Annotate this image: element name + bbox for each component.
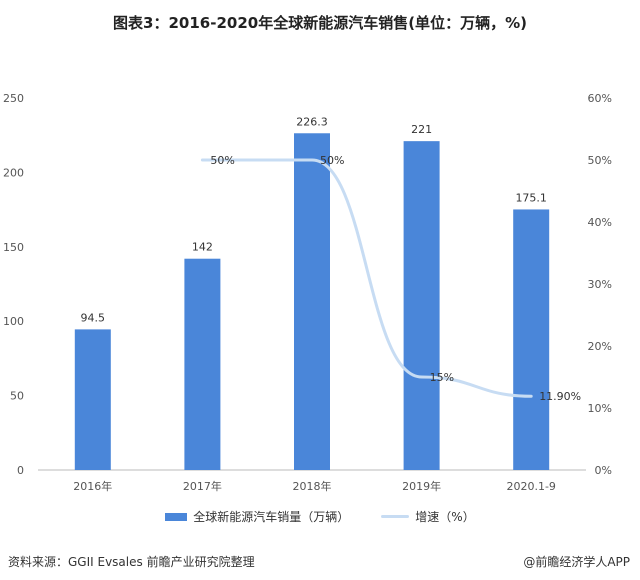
bar-value-label: 221 xyxy=(411,123,432,136)
bar xyxy=(74,329,111,470)
bar xyxy=(294,133,330,470)
growth-line-series xyxy=(200,158,533,398)
legend-label-growth: 增速（%） xyxy=(415,510,475,524)
left-axis-tick-label: 150 xyxy=(3,241,24,254)
growth-value-label: 50% xyxy=(210,154,234,167)
bar-series xyxy=(74,133,550,471)
left-axis-tick-label: 250 xyxy=(3,92,24,105)
bar xyxy=(184,258,221,470)
chart-legend: 全球新能源汽车销量（万辆） 增速（%） xyxy=(0,508,640,525)
right-axis-ticks: 0% 10% 20% 30% 40% 50% 60% xyxy=(588,92,612,477)
right-axis-tick-label: 10% xyxy=(588,402,612,415)
bar-value-label: 94.5 xyxy=(81,311,106,324)
left-axis-ticks: 0 50 100 150 200 250 xyxy=(3,92,24,477)
left-axis-tick-label: 200 xyxy=(3,166,24,179)
x-axis-ticks: 2016年 2017年 2018年 2019年 2020.1-9 xyxy=(73,479,556,493)
x-axis-tick-label: 2016年 xyxy=(73,479,112,493)
x-axis-tick-label: 2020.1-9 xyxy=(506,480,555,493)
right-axis-tick-label: 30% xyxy=(588,278,612,291)
legend-swatch-bar xyxy=(165,512,188,521)
bar-value-labels: 94.5 142 226.3 221 175.1 xyxy=(81,115,547,324)
source-note: 资料来源：GGII Evsales 前瞻产业研究院整理 xyxy=(8,555,255,569)
right-axis-tick-label: 60% xyxy=(588,92,612,105)
bar-value-label: 142 xyxy=(192,241,213,254)
bar xyxy=(513,209,550,470)
x-axis-tick-label: 2018年 xyxy=(293,479,332,493)
growth-value-label: 11.90% xyxy=(539,390,581,403)
x-axis-tick-label: 2017年 xyxy=(183,479,222,493)
right-axis-tick-label: 20% xyxy=(588,340,612,353)
left-axis-tick-label: 50 xyxy=(10,390,24,403)
growth-line xyxy=(200,158,533,398)
right-axis-tick-label: 50% xyxy=(588,154,612,167)
brand-credit: @前瞻经济学人APP xyxy=(523,555,630,569)
legend-swatch-line xyxy=(381,515,410,518)
legend-item-sales: 全球新能源汽车销量（万辆） xyxy=(165,508,349,525)
right-axis-tick-label: 0% xyxy=(595,464,612,477)
growth-value-label: 15% xyxy=(430,371,454,384)
growth-value-labels: 50% 50% 15% 11.90% xyxy=(210,154,581,403)
bar xyxy=(403,141,440,471)
left-axis-tick-label: 0 xyxy=(17,464,24,477)
growth-value-label: 50% xyxy=(320,154,344,167)
chart-title: 图表3：2016-2020年全球新能源汽车销售(单位：万辆，%) xyxy=(113,14,527,32)
right-axis-tick-label: 40% xyxy=(588,216,612,229)
bar-value-label: 175.1 xyxy=(515,191,547,204)
bar-value-label: 226.3 xyxy=(296,115,328,128)
legend-item-growth: 增速（%） xyxy=(381,508,475,525)
legend-label-sales: 全球新能源汽车销量（万辆） xyxy=(193,510,350,524)
x-axis-tick-label: 2019年 xyxy=(402,479,441,493)
left-axis-tick-label: 100 xyxy=(3,315,24,328)
